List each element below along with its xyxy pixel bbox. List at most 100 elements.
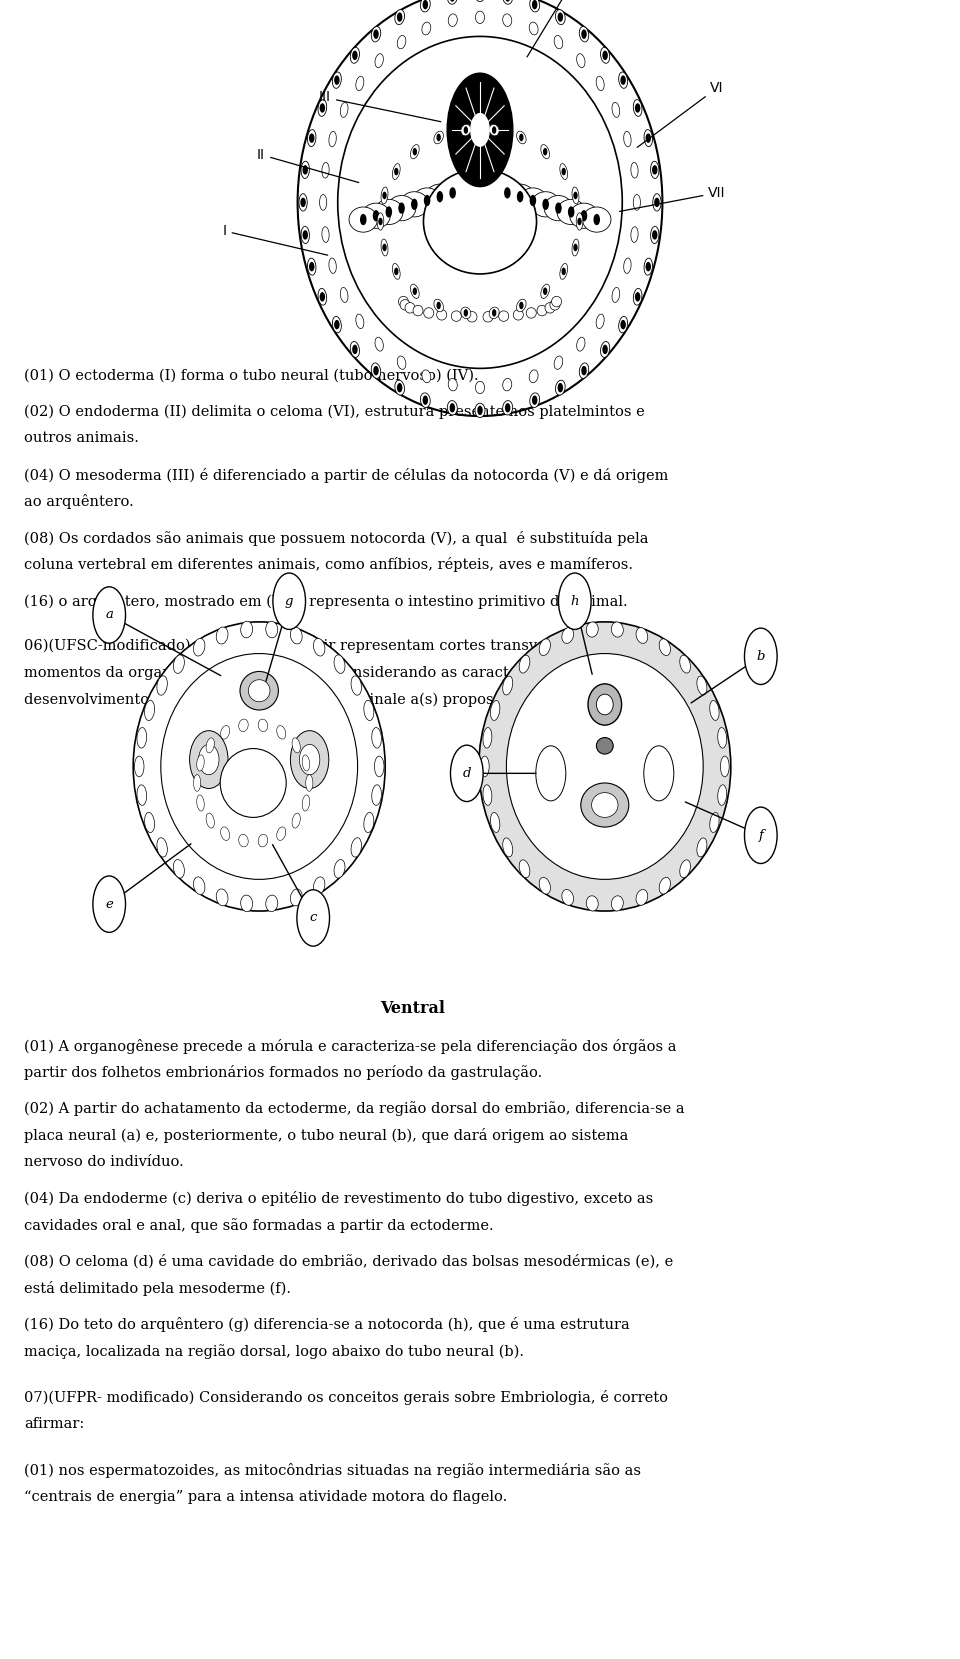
Ellipse shape [601, 342, 610, 357]
Ellipse shape [651, 226, 659, 244]
Ellipse shape [434, 131, 444, 144]
Ellipse shape [318, 289, 326, 305]
Circle shape [464, 309, 468, 317]
Ellipse shape [197, 795, 204, 811]
Ellipse shape [634, 194, 640, 211]
Ellipse shape [587, 896, 598, 911]
Circle shape [654, 197, 660, 207]
Circle shape [555, 202, 562, 214]
Ellipse shape [156, 675, 167, 695]
Ellipse shape [329, 259, 336, 274]
Ellipse shape [421, 22, 431, 35]
Ellipse shape [540, 144, 549, 159]
Ellipse shape [340, 287, 348, 302]
Ellipse shape [493, 181, 521, 206]
Ellipse shape [518, 187, 547, 212]
Ellipse shape [490, 307, 499, 319]
Circle shape [593, 214, 600, 226]
Circle shape [542, 199, 549, 211]
Text: (08) O celoma (d) é uma cavidade do embrião, derivado das bolsas mesodérmicas (e: (08) O celoma (d) é uma cavidade do embr… [24, 1254, 673, 1269]
Ellipse shape [302, 755, 310, 771]
Text: (02) O endoderma (II) delimita o celoma (VI), estrutura presente nos platelminto: (02) O endoderma (II) delimita o celoma … [24, 405, 645, 420]
Circle shape [437, 302, 441, 309]
Circle shape [532, 395, 538, 405]
Circle shape [744, 629, 778, 685]
Ellipse shape [156, 838, 167, 858]
Ellipse shape [503, 838, 513, 858]
Ellipse shape [491, 700, 500, 720]
Ellipse shape [411, 284, 420, 299]
Ellipse shape [411, 144, 420, 159]
Circle shape [573, 244, 578, 251]
Text: (01) A organogênese precede a mórula e caracteriza-se pela diferenciação dos órg: (01) A organogênese precede a mórula e c… [24, 1039, 677, 1053]
Circle shape [413, 148, 417, 156]
Circle shape [449, 187, 456, 199]
Circle shape [378, 217, 383, 226]
Circle shape [620, 320, 626, 330]
Ellipse shape [387, 196, 416, 221]
Ellipse shape [718, 728, 727, 748]
Circle shape [635, 292, 640, 302]
Text: placa neural (a) e, posteriormente, o tubo neural (b), que dará origem ao sistem: placa neural (a) e, posteriormente, o tu… [24, 1128, 629, 1143]
Ellipse shape [660, 639, 670, 655]
Text: (01) nos espermatozoides, as mitocôndrias situadas na região intermediária são a: (01) nos espermatozoides, as mitocôndria… [24, 1463, 641, 1478]
Ellipse shape [569, 202, 598, 229]
Text: I: I [223, 224, 327, 255]
Text: f: f [758, 830, 763, 841]
Ellipse shape [644, 129, 653, 146]
Circle shape [652, 231, 658, 239]
Text: 07)(UFPR- modificado) Considerando os conceitos gerais sobre Embriologia, é corr: 07)(UFPR- modificado) Considerando os co… [24, 1390, 668, 1405]
Ellipse shape [372, 363, 381, 378]
Ellipse shape [350, 342, 359, 357]
Ellipse shape [709, 700, 719, 720]
Ellipse shape [529, 22, 539, 35]
Text: nervoso do indivíduo.: nervoso do indivíduo. [24, 1155, 183, 1168]
Circle shape [558, 383, 564, 393]
Ellipse shape [576, 212, 583, 231]
Ellipse shape [467, 312, 477, 322]
Ellipse shape [680, 655, 690, 674]
Ellipse shape [503, 675, 513, 695]
Circle shape [373, 30, 379, 38]
Ellipse shape [562, 889, 573, 906]
Text: a: a [106, 609, 113, 622]
Ellipse shape [423, 307, 434, 319]
Ellipse shape [540, 284, 549, 299]
Circle shape [516, 191, 523, 202]
Ellipse shape [618, 71, 628, 88]
Circle shape [559, 572, 591, 629]
Ellipse shape [351, 675, 362, 695]
Ellipse shape [290, 889, 302, 906]
Ellipse shape [572, 187, 579, 204]
Ellipse shape [483, 728, 492, 748]
Ellipse shape [503, 378, 512, 392]
Ellipse shape [381, 239, 388, 255]
Ellipse shape [503, 400, 513, 415]
Circle shape [519, 134, 523, 141]
Circle shape [635, 103, 640, 113]
Circle shape [562, 168, 565, 176]
Ellipse shape [134, 757, 144, 776]
Circle shape [602, 51, 608, 60]
Ellipse shape [398, 297, 408, 307]
Ellipse shape [395, 380, 404, 395]
Ellipse shape [437, 310, 446, 320]
Ellipse shape [420, 0, 430, 12]
Ellipse shape [519, 859, 530, 878]
Circle shape [652, 166, 658, 174]
Ellipse shape [372, 785, 381, 805]
Ellipse shape [206, 738, 214, 753]
Ellipse shape [292, 738, 300, 753]
Ellipse shape [405, 302, 415, 314]
Text: c: c [309, 911, 317, 924]
Ellipse shape [320, 194, 326, 211]
Circle shape [373, 367, 379, 375]
Ellipse shape [461, 307, 470, 319]
Ellipse shape [381, 187, 388, 204]
Circle shape [352, 345, 358, 353]
Ellipse shape [644, 259, 653, 275]
Ellipse shape [374, 199, 403, 224]
Ellipse shape [498, 310, 509, 322]
Text: outros animais.: outros animais. [24, 431, 139, 445]
Ellipse shape [239, 718, 249, 732]
